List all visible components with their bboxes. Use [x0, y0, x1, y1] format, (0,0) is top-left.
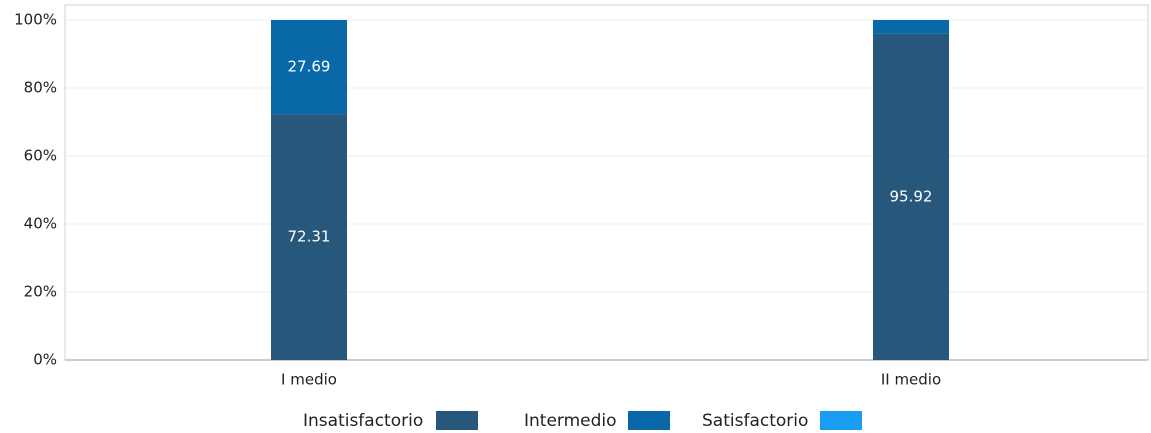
- legend-swatch: [628, 411, 670, 430]
- y-tick-label: 0%: [33, 351, 57, 369]
- legend-swatch: [820, 411, 862, 430]
- data-label: 95.92: [890, 187, 933, 205]
- x-tick-label: II medio: [881, 371, 941, 389]
- y-tick-label: 40%: [24, 215, 57, 233]
- data-label: 27.69: [288, 58, 331, 76]
- y-tick-label: 60%: [24, 147, 57, 165]
- bar-segment: [873, 33, 949, 360]
- legend-swatch: [436, 411, 478, 430]
- legend-label: Insatisfactorio: [303, 411, 423, 431]
- bar-segment: [873, 20, 949, 34]
- x-tick-label: I medio: [281, 371, 337, 389]
- y-tick-label: 100%: [14, 11, 57, 29]
- plot-frame: [64, 4, 1149, 361]
- legend-label: Satisfactorio: [702, 411, 808, 431]
- y-tick-label: 80%: [24, 79, 57, 97]
- legend-label: Intermedio: [524, 411, 617, 431]
- bar-segment: [271, 20, 347, 115]
- bar-segment: [271, 114, 347, 360]
- y-tick-label: 20%: [24, 283, 57, 301]
- data-label: 72.31: [288, 228, 331, 246]
